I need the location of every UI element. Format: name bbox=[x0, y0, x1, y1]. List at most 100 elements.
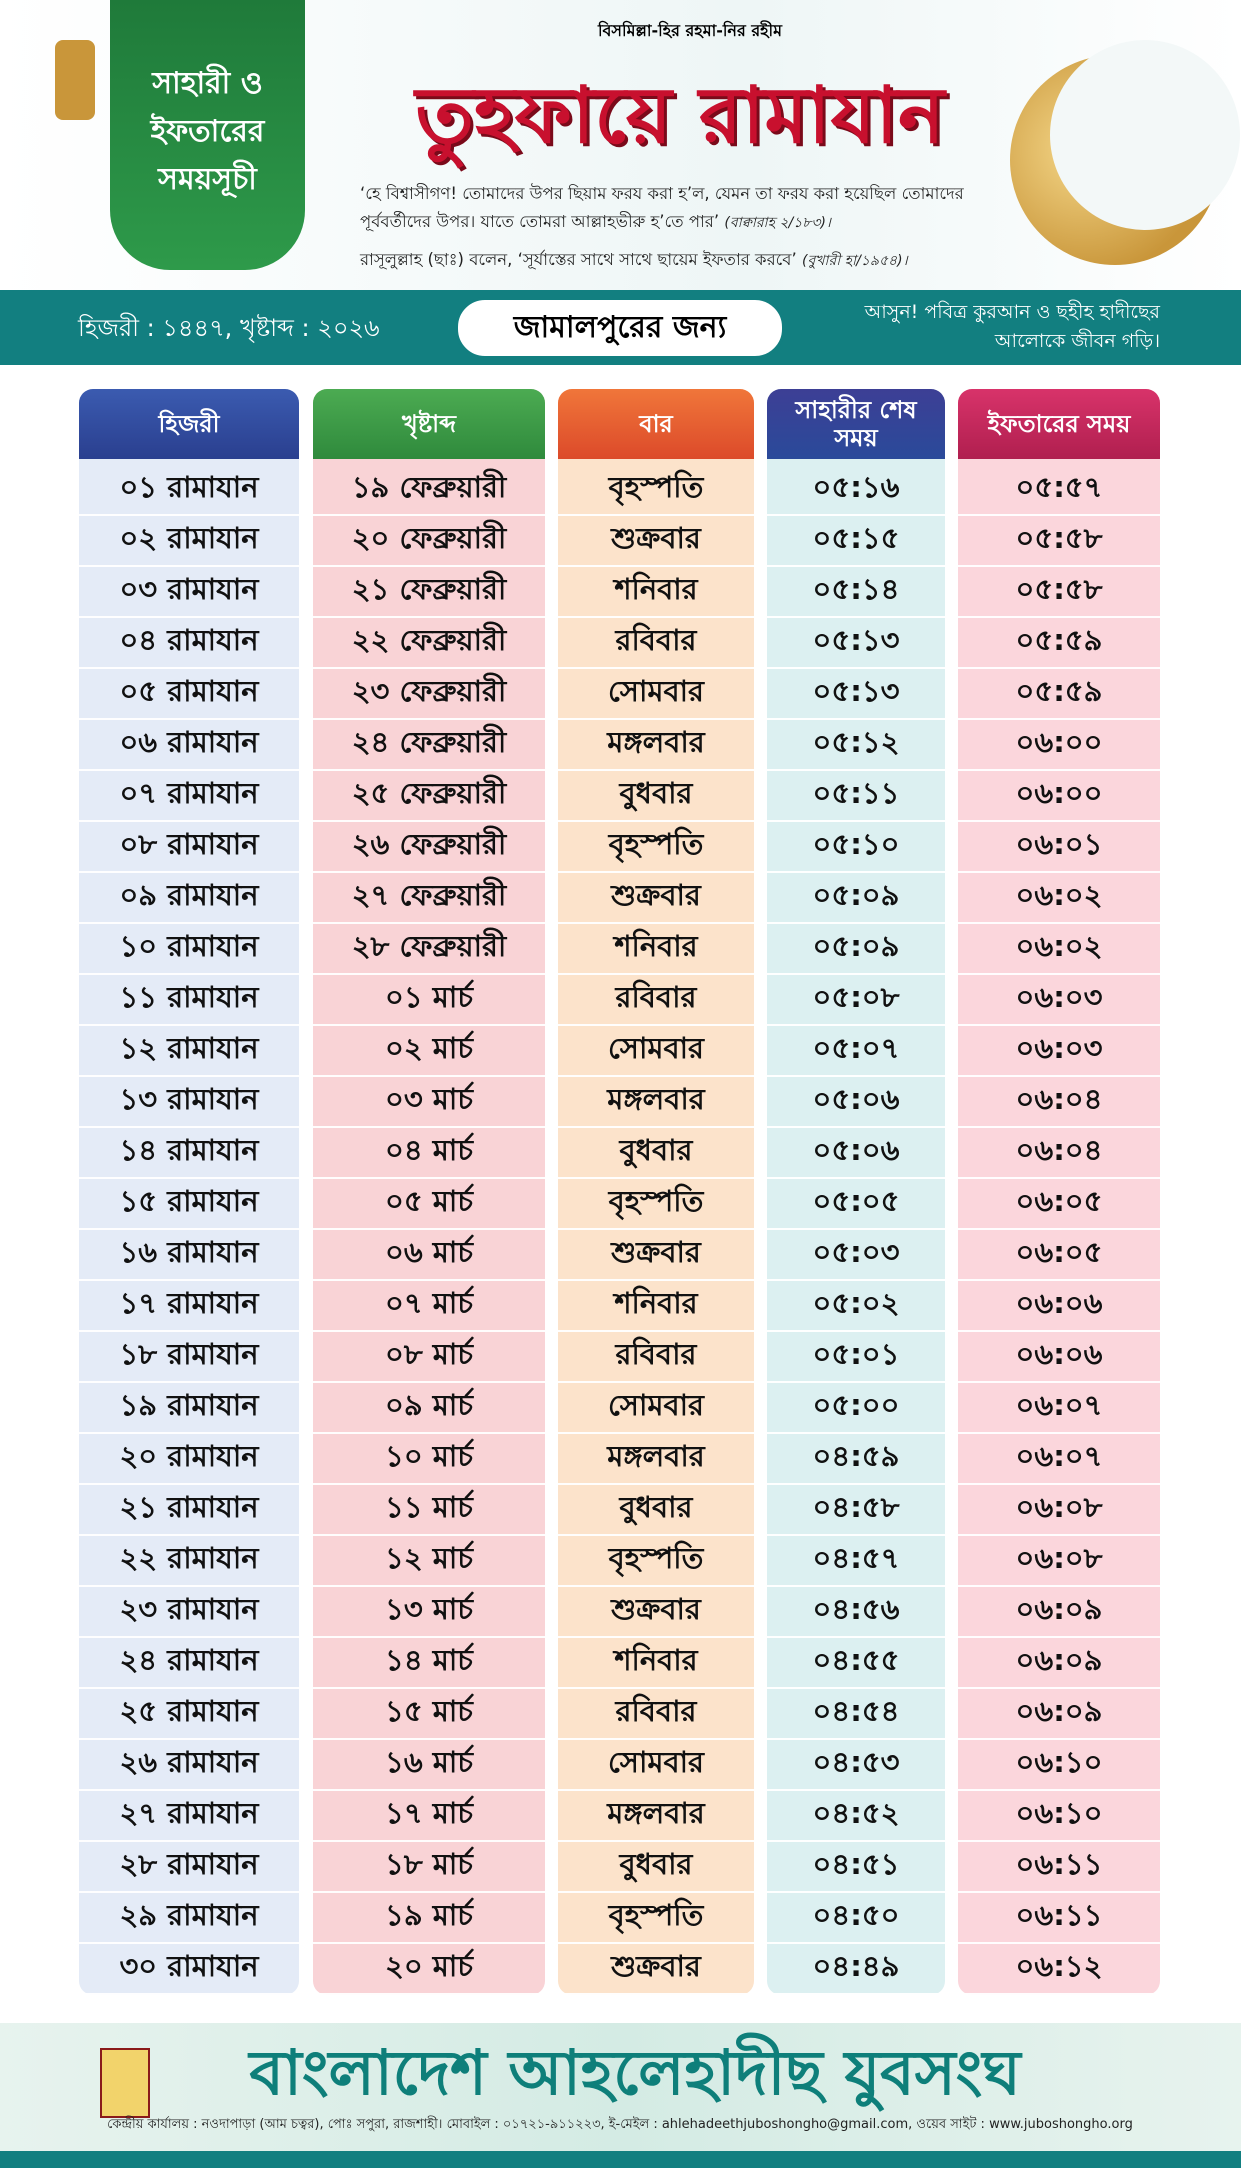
table-cell: বৃহস্পতি bbox=[558, 822, 754, 873]
table-cell: ১৩ রামাযান bbox=[79, 1077, 299, 1128]
table-cell: মঙ্গলবার bbox=[558, 720, 754, 771]
table-cell: ১৬ মার্চ bbox=[313, 1740, 545, 1791]
table-cell: ০৪:৫৩ bbox=[767, 1740, 945, 1791]
table-cell: মঙ্গলবার bbox=[558, 1077, 754, 1128]
table-cell: বুধবার bbox=[558, 771, 754, 822]
table-cell: ০৬ মার্চ bbox=[313, 1230, 545, 1281]
table-cell: ০৬:১০ bbox=[958, 1740, 1160, 1791]
organization-name: বাংলাদেশ আহলেহাদীছ যুবসংঘ bbox=[249, 2036, 1021, 2109]
table-cell: ১৫ রামাযান bbox=[79, 1179, 299, 1230]
location-label: জামালপুরের জন্য bbox=[455, 297, 785, 359]
table-cell: ০৫:০৬ bbox=[767, 1077, 945, 1128]
table-cell: ০৬:০৪ bbox=[958, 1128, 1160, 1179]
table-cell: সোমবার bbox=[558, 669, 754, 720]
table-cell: ০৪:৫৬ bbox=[767, 1587, 945, 1638]
table-cell: ০৬:১১ bbox=[958, 1893, 1160, 1944]
table-cell: ০৮ রামাযান bbox=[79, 822, 299, 873]
table-cell: ০৫:০৯ bbox=[767, 924, 945, 975]
table-cell: ২১ রামাযান bbox=[79, 1485, 299, 1536]
table-cell: সোমবার bbox=[558, 1026, 754, 1077]
table-cell: ১৯ মার্চ bbox=[313, 1893, 545, 1944]
table-cell: ১৯ রামাযান bbox=[79, 1383, 299, 1434]
column-background bbox=[558, 389, 754, 1995]
table-cell: ১৮ মার্চ bbox=[313, 1842, 545, 1893]
table-cell: ০৫:০২ bbox=[767, 1281, 945, 1332]
table-cell: ২৯ রামাযান bbox=[79, 1893, 299, 1944]
table-cell: ০১ মার্চ bbox=[313, 975, 545, 1026]
table-cell: ২৪ ফেব্রুয়ারী bbox=[313, 720, 545, 771]
table-cell: ১২ মার্চ bbox=[313, 1536, 545, 1587]
table-cell: ০২ রামাযান bbox=[79, 516, 299, 567]
table-cell: বুধবার bbox=[558, 1485, 754, 1536]
column-header: সাহারীর শেষ সময় bbox=[767, 389, 945, 459]
table-cell: ০৪:৫২ bbox=[767, 1791, 945, 1842]
quote: রাসূলুল্লাহ (ছাঃ) বলেন, ‘সূর্যাস্তের সাথ… bbox=[360, 246, 1010, 275]
table-cell: ০৬:০৬ bbox=[958, 1332, 1160, 1383]
quote-text: ‘হে বিশ্বাসীগণ! তোমাদের উপর ছিয়াম ফরয ক… bbox=[360, 184, 964, 231]
table-cell: ২৩ ফেব্রুয়ারী bbox=[313, 669, 545, 720]
table-cell: ২৫ রামাযান bbox=[79, 1689, 299, 1740]
column-header: খৃষ্টাব্দ bbox=[313, 389, 545, 459]
column-header: ইফতারের সময় bbox=[958, 389, 1160, 459]
table-cell: ০৫:১০ bbox=[767, 822, 945, 873]
table-cell: ০৮ মার্চ bbox=[313, 1332, 545, 1383]
table-cell: ০৬:১২ bbox=[958, 1944, 1160, 1995]
table-cell: ০৫:০১ bbox=[767, 1332, 945, 1383]
quote-ref: (বুখারী হা/১৯৫৪)। bbox=[801, 253, 908, 269]
table-cell: ০৫:০৬ bbox=[767, 1128, 945, 1179]
table-cell: ০৬:০৭ bbox=[958, 1383, 1160, 1434]
table-cell: ০৫:১৩ bbox=[767, 669, 945, 720]
table-cell: ০৬:০৯ bbox=[958, 1638, 1160, 1689]
table-cell: শুক্রবার bbox=[558, 1230, 754, 1281]
lantern-icon bbox=[55, 40, 95, 120]
table-cell: ২৬ ফেব্রুয়ারী bbox=[313, 822, 545, 873]
table-cell: বুধবার bbox=[558, 1842, 754, 1893]
table-cell: ০৯ মার্চ bbox=[313, 1383, 545, 1434]
quote-ref: (বাক্বারাহ ২/১৮৩)। bbox=[724, 215, 831, 231]
table-cell: ০৪:৫৮ bbox=[767, 1485, 945, 1536]
table-cell: ০৫:৫৭ bbox=[958, 465, 1160, 516]
table-cell: ০৫:৫৯ bbox=[958, 618, 1160, 669]
table-cell: রবিবার bbox=[558, 1332, 754, 1383]
table-cell: রবিবার bbox=[558, 975, 754, 1026]
table-cell: ০৬ রামাযান bbox=[79, 720, 299, 771]
table-cell: ১৪ রামাযান bbox=[79, 1128, 299, 1179]
table-cell: ১৪ মার্চ bbox=[313, 1638, 545, 1689]
table-cell: ০৪:৫৯ bbox=[767, 1434, 945, 1485]
table-cell: ২৪ রামাযান bbox=[79, 1638, 299, 1689]
table-cell: ০৫:৫৮ bbox=[958, 516, 1160, 567]
table-cell: ০৬:০০ bbox=[958, 771, 1160, 822]
crescent-cutout bbox=[1050, 40, 1240, 230]
address: কেন্দ্রীয় কার্যালয় : নওদাপাড়া (আম চত্… bbox=[107, 2117, 1133, 2132]
table-cell: ০৬:০২ bbox=[958, 873, 1160, 924]
table-cell: ৩০ রামাযান bbox=[79, 1944, 299, 1995]
table-cell: শনিবার bbox=[558, 924, 754, 975]
table-cell: ১১ মার্চ bbox=[313, 1485, 545, 1536]
table-cell: ০৫:১৩ bbox=[767, 618, 945, 669]
table-cell: ০৩ মার্চ bbox=[313, 1077, 545, 1128]
badge: সাহারী ও ইফতারের সময়সূচী bbox=[110, 0, 305, 270]
column-header: হিজরী bbox=[79, 389, 299, 459]
quote: ‘হে বিশ্বাসীগণ! তোমাদের উপর ছিয়াম ফরয ক… bbox=[360, 180, 1010, 237]
table-cell: শুক্রবার bbox=[558, 1587, 754, 1638]
table-cell: ১৩ মার্চ bbox=[313, 1587, 545, 1638]
table-cell: ০৫:১৫ bbox=[767, 516, 945, 567]
table-cell: মঙ্গলবার bbox=[558, 1791, 754, 1842]
table-cell: ২৩ রামাযান bbox=[79, 1587, 299, 1638]
table-cell: বৃহস্পতি bbox=[558, 1536, 754, 1587]
table-cell: ০৪ রামাযান bbox=[79, 618, 299, 669]
table-cell: ১৯ ফেব্রুয়ারী bbox=[313, 465, 545, 516]
table-cell: ০২ মার্চ bbox=[313, 1026, 545, 1077]
table-cell: ০৭ মার্চ bbox=[313, 1281, 545, 1332]
table-cell: ২২ ফেব্রুয়ারী bbox=[313, 618, 545, 669]
footer-strip bbox=[0, 2151, 1241, 2168]
table-cell: শুক্রবার bbox=[558, 516, 754, 567]
table-cell: রবিবার bbox=[558, 1689, 754, 1740]
table-cell: ২৭ রামাযান bbox=[79, 1791, 299, 1842]
table-cell: ০৬:১১ bbox=[958, 1842, 1160, 1893]
table-cell: ১৬ রামাযান bbox=[79, 1230, 299, 1281]
table-cell: ০৪ মার্চ bbox=[313, 1128, 545, 1179]
table-cell: ১০ মার্চ bbox=[313, 1434, 545, 1485]
table-cell: ২১ ফেব্রুয়ারী bbox=[313, 567, 545, 618]
